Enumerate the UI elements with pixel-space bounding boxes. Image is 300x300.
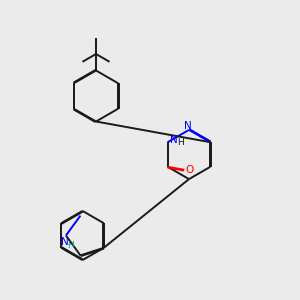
Text: O: O (185, 165, 194, 175)
Text: N: N (170, 135, 178, 145)
Text: H: H (177, 138, 184, 147)
Text: N: N (61, 237, 68, 247)
Text: H: H (67, 241, 74, 250)
Text: N: N (184, 121, 191, 131)
